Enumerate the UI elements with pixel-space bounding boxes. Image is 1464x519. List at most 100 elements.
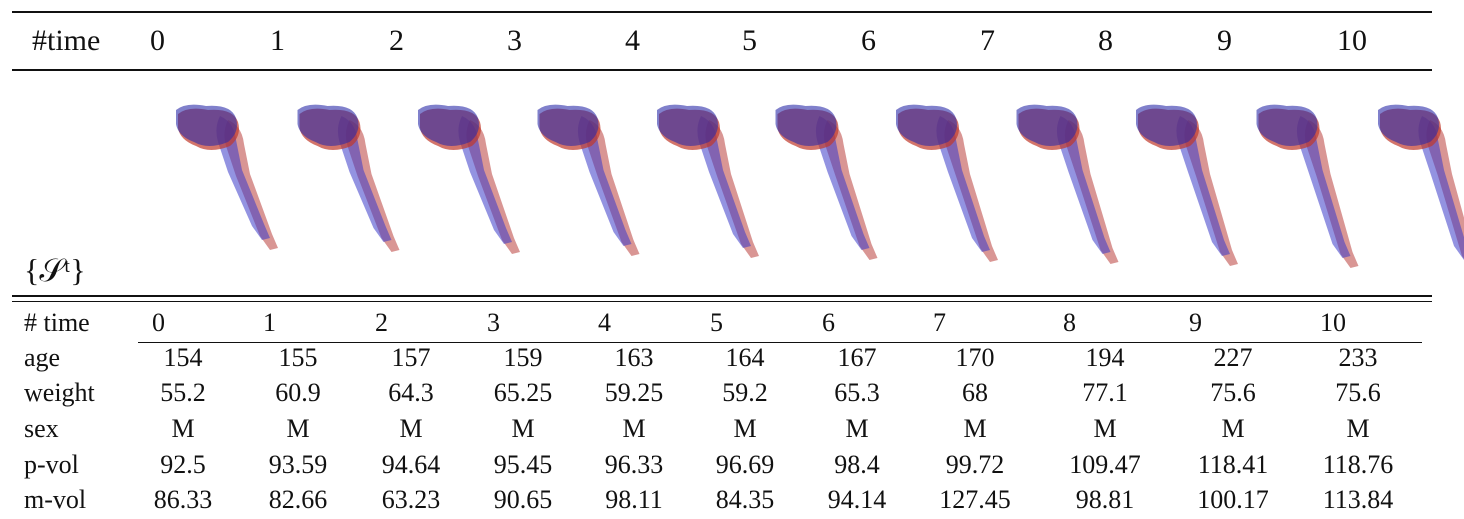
table-cell: 82.66: [268, 485, 328, 514]
table-cell: 159: [503, 343, 543, 372]
table-cell: M: [622, 414, 646, 443]
table-cell: 63.23: [381, 485, 441, 514]
table-cell: 75.6: [1210, 378, 1256, 407]
table-cell: 75.6: [1335, 378, 1381, 407]
table-cell: 55.2: [160, 378, 206, 407]
table-header-cell: 9: [1189, 308, 1202, 337]
time-label: 10: [1337, 24, 1367, 57]
table-cell: 194: [1085, 343, 1125, 372]
shape: [1176, 116, 1230, 256]
time-label: 1: [270, 24, 285, 57]
rule: [12, 301, 1432, 302]
table-cell: 59.25: [604, 378, 664, 407]
table-cell: M: [511, 414, 535, 443]
table-cell: 127.45: [939, 485, 1011, 514]
table-cell: M: [171, 414, 195, 443]
shape: [1136, 104, 1197, 146]
shape: [1418, 116, 1464, 260]
shape: [1296, 116, 1351, 258]
time-label: 4: [625, 24, 640, 57]
shape: [936, 116, 990, 252]
table-header-cell: 1: [263, 308, 276, 337]
table-cell: 118.76: [1322, 450, 1394, 479]
table-cell: 170: [955, 343, 995, 372]
table-cell: M: [399, 414, 423, 443]
shape: [775, 104, 837, 146]
table-cell: 94.14: [827, 485, 887, 514]
table-header-cell: 3: [487, 308, 500, 337]
shape: [896, 104, 957, 146]
table-cell: M: [1346, 414, 1370, 443]
table-header-cell: 5: [710, 308, 723, 337]
table-cell: 233: [1338, 343, 1378, 372]
shape: [1256, 104, 1318, 146]
table-header-cell: 7: [933, 308, 946, 337]
table-cell: 77.1: [1082, 378, 1128, 407]
time-label: 0: [150, 24, 165, 57]
table-cell: 155: [278, 343, 318, 372]
table-cell: 68: [962, 378, 988, 407]
header-label: #time: [32, 24, 101, 57]
table-cell: 164: [725, 343, 765, 372]
table-cell: M: [845, 414, 869, 443]
shape: [697, 116, 751, 248]
table-cell: 98.81: [1075, 485, 1135, 514]
shape: [418, 104, 479, 146]
table-cell: 64.3: [388, 378, 434, 407]
time-label: 7: [980, 24, 995, 57]
row-label: p-vol: [24, 450, 79, 479]
rule: [138, 342, 1422, 343]
shape: [657, 104, 718, 146]
table-cell: M: [286, 414, 310, 443]
time-label: 2: [389, 24, 404, 57]
rule: [12, 11, 1432, 13]
row-label: weight: [24, 378, 95, 407]
table-cell: 96.33: [604, 450, 664, 479]
table-cell: 227: [1213, 343, 1253, 372]
table-cell: 86.33: [153, 485, 213, 514]
table-cell: M: [963, 414, 987, 443]
shape: [815, 116, 870, 250]
shape: [216, 116, 270, 240]
rule: [12, 69, 1432, 71]
table-cell: 99.72: [945, 450, 1005, 479]
table-cell: 93.59: [268, 450, 328, 479]
shape: [458, 116, 512, 244]
table-cell: 154: [163, 343, 203, 372]
table-header-cell: 0: [152, 308, 165, 337]
shape: [577, 116, 632, 246]
table-cell: M: [1221, 414, 1245, 443]
row-label: sex: [24, 414, 59, 443]
table-cell: 98.4: [834, 450, 880, 479]
table-cell: 92.5: [160, 450, 206, 479]
table-cell: 167: [837, 343, 877, 372]
shape: [1378, 104, 1439, 146]
shape: [1016, 104, 1078, 146]
time-label: 6: [861, 24, 876, 57]
table-cell: 94.64: [381, 450, 441, 479]
table-cell: 60.9: [275, 378, 321, 407]
table-cell: 118.41: [1197, 450, 1269, 479]
table-header-cell: 4: [598, 308, 611, 337]
shape: [337, 116, 392, 242]
shape: [1056, 116, 1111, 254]
shape: [176, 104, 237, 146]
table-header-cell: 10: [1320, 308, 1346, 337]
table-cell: 59.2: [722, 378, 768, 407]
shape: [537, 104, 599, 146]
table-cell: 163: [614, 343, 654, 372]
table-cell: 65.3: [834, 378, 880, 407]
table-cell: 100.17: [1197, 485, 1269, 514]
time-label: 8: [1098, 24, 1113, 57]
table-header-cell: # time: [24, 308, 90, 337]
table-cell: 90.65: [493, 485, 553, 514]
shape-label: {𝒮ᵗ}: [24, 252, 86, 288]
time-label: 5: [742, 24, 757, 57]
table-cell: 113.84: [1322, 485, 1394, 514]
rule: [12, 295, 1432, 297]
table-header-cell: 6: [822, 308, 835, 337]
table-cell: 95.45: [493, 450, 553, 479]
table-cell: 109.47: [1069, 450, 1141, 479]
